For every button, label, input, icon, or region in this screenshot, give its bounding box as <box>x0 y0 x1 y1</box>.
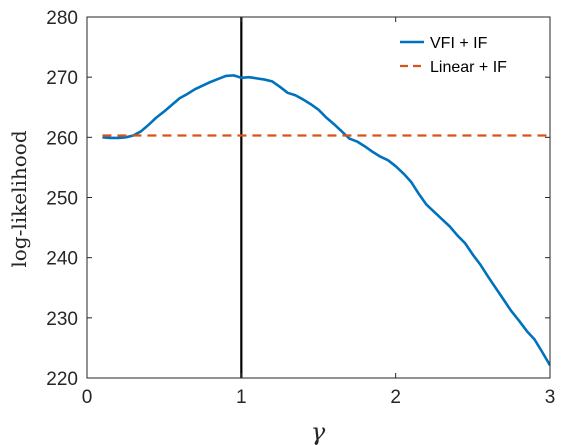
y-axis-label: log-likelihood <box>7 130 31 268</box>
legend: VFI + IF Linear + IF <box>400 35 507 76</box>
y-tick-label: 270 <box>46 68 78 89</box>
y-tick-label: 280 <box>46 8 78 29</box>
legend-label-2: Linear + IF <box>430 59 507 76</box>
plot-area <box>102 17 550 378</box>
legend-label-1: VFI + IF <box>430 35 488 52</box>
series-group <box>102 74 550 367</box>
y-tick-label: 250 <box>46 189 78 210</box>
x-axis-label: γ <box>311 418 326 445</box>
x-tick-label: 1 <box>236 387 247 408</box>
y-tick-label: 240 <box>46 249 78 270</box>
y-tick-label: 220 <box>46 369 78 390</box>
series-line-1 <box>102 74 550 367</box>
y-tick-label: 230 <box>46 309 78 330</box>
axes: 0 1 2 3 220 230 240 250 260 270 280 <box>46 8 555 408</box>
x-tick-label: 3 <box>545 387 556 408</box>
y-tick-label: 260 <box>46 128 78 149</box>
x-tick-label: 0 <box>82 387 93 408</box>
x-tick-label: 2 <box>390 387 401 408</box>
